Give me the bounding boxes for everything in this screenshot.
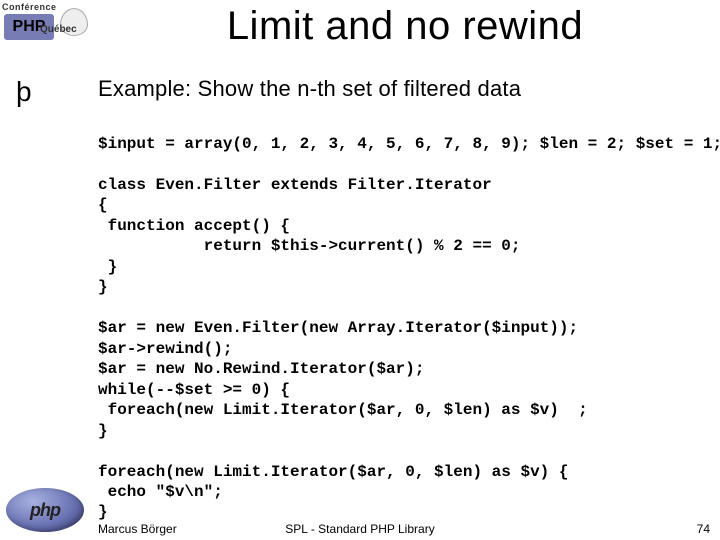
checkmark-bullet-icon: þ [16,78,32,106]
code-block: $input = array(0, 1, 2, 3, 4, 5, 6, 7, 8… [98,134,712,523]
footer-center: SPL - Standard PHP Library [0,522,720,536]
conf-logo-quebec-text: Québec [40,24,77,35]
conference-php-quebec-logo: Conférence PHP Québec [2,2,92,54]
conf-logo-top-text: Conférence [2,2,57,12]
footer-page-number: 74 [697,522,710,536]
slide-title: Limit and no rewind [100,4,710,49]
slide-subtitle: Example: Show the n-th set of filtered d… [98,76,521,102]
slide: Conférence PHP Québec Limit and no rewin… [0,0,720,540]
